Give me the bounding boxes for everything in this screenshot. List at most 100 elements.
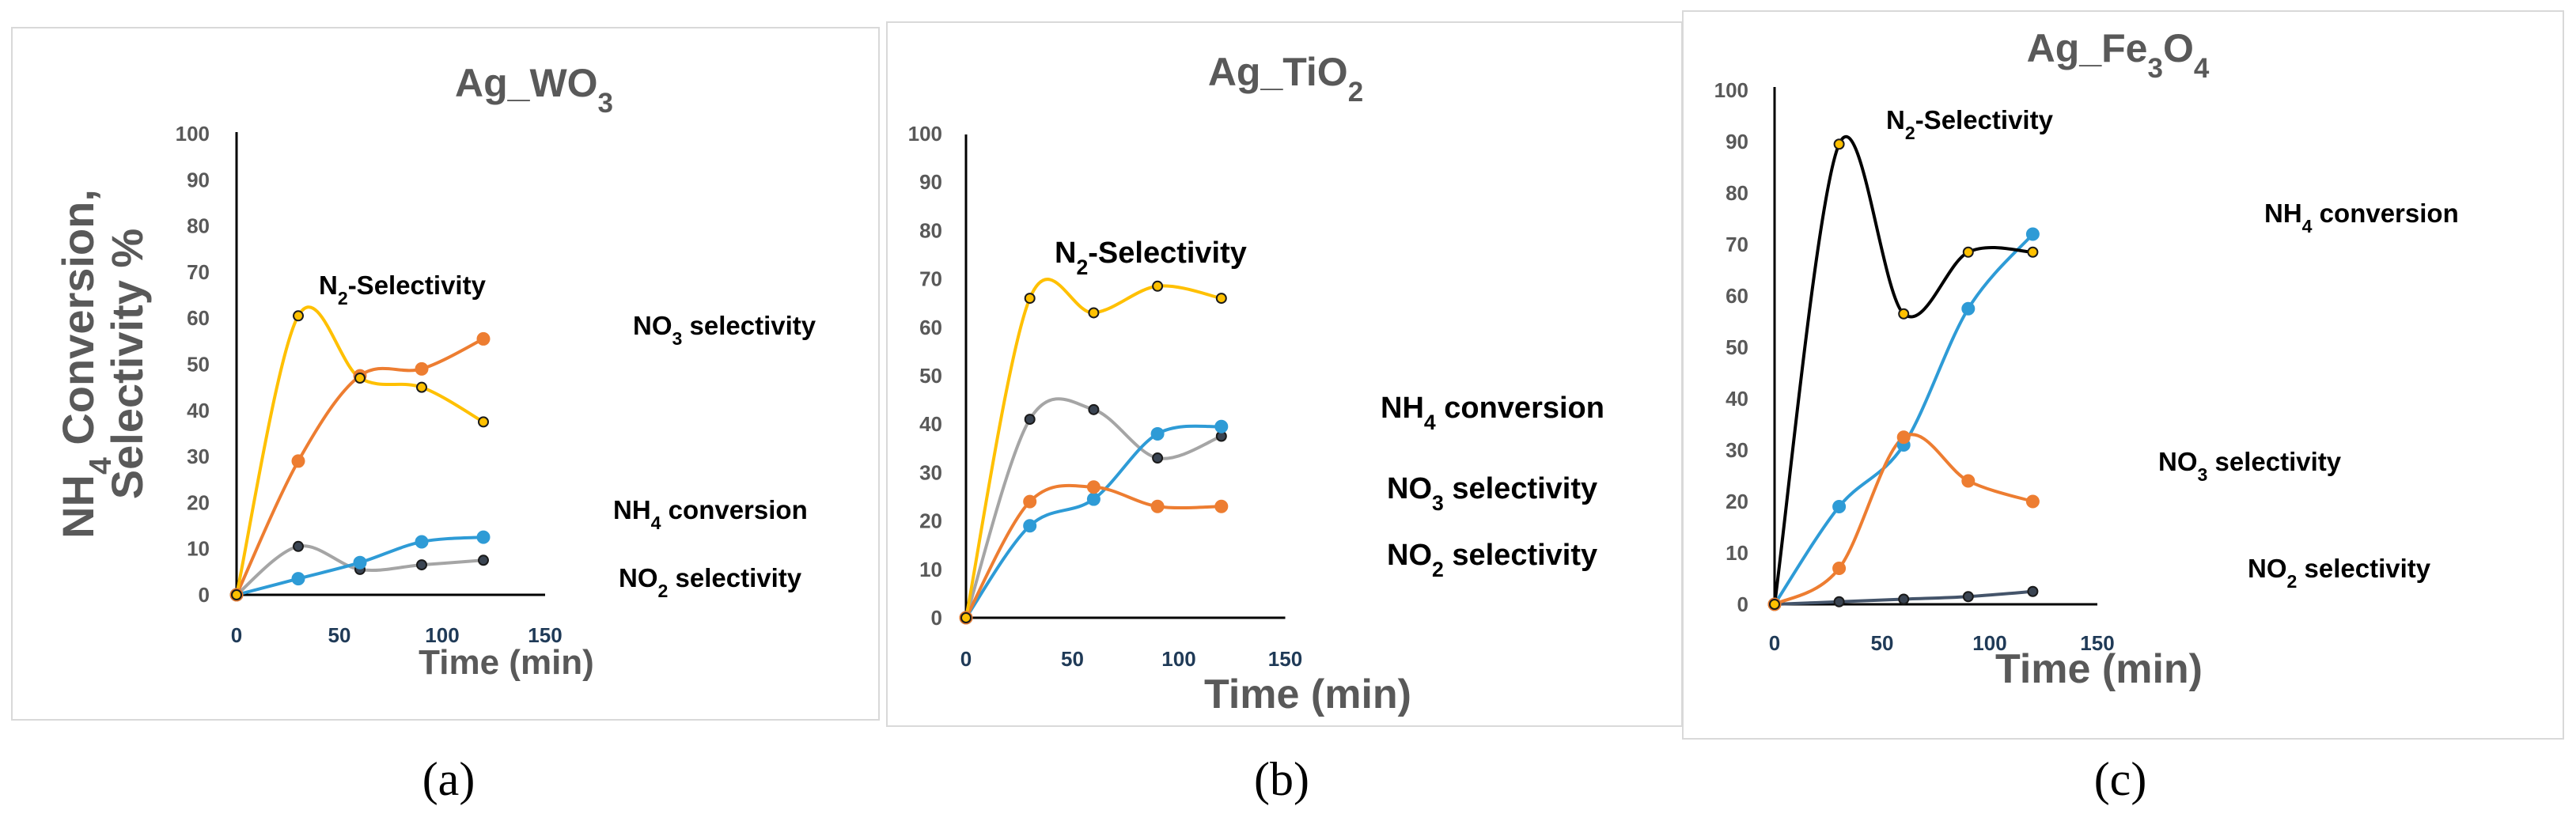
series-label-subscript: 3 [672, 328, 683, 349]
series-label-subscript: 2 [1076, 255, 1088, 279]
data-point-no3 [1961, 474, 1976, 488]
data-point-n2 [1024, 293, 1036, 305]
x-tick-label: 150 [528, 623, 562, 647]
series-label-text: NH [2264, 199, 2302, 228]
series-label-text: selectivity [1444, 539, 1597, 572]
y-tick-label: 80 [919, 218, 942, 242]
data-point-nh4 [476, 530, 491, 544]
data-point-nh4 [1023, 519, 1037, 533]
series-label-text: N [319, 271, 338, 300]
data-point-n2 [1152, 280, 1164, 292]
series-label-text: conversion [1436, 392, 1604, 425]
data-point-nh4 [291, 572, 305, 586]
data-point-n2 [478, 416, 489, 428]
x-tick-label: 0 [231, 623, 242, 647]
panel-label: (a) [422, 753, 475, 805]
x-tick-label: 0 [1769, 631, 1780, 655]
y-tick-label: 30 [919, 460, 942, 484]
chart-frame [886, 21, 1683, 727]
series-label-text: NO [2158, 447, 2198, 476]
y-tick-label: 50 [919, 364, 942, 388]
title-subscript: 4 [2194, 53, 2210, 84]
series-label-text: selectivity [682, 311, 816, 340]
series-label-nh4: NH4 conversion [1381, 392, 1604, 434]
data-point-n2 [960, 612, 972, 623]
series-label-text: -Selectivity [348, 271, 487, 300]
y-tick-label: 10 [919, 558, 942, 581]
y-axis-title: NH4 Conversion, Selectivity % [53, 189, 152, 539]
series-label-no2: NO2 selectivity [1387, 539, 1597, 581]
data-point-n2 [231, 589, 242, 600]
x-tick-label: 0 [960, 647, 972, 671]
series-label-nh4: NH4 conversion [2264, 199, 2459, 237]
x-axis-title: Time (min) [419, 643, 594, 682]
y-tick-label: 70 [919, 267, 942, 291]
data-point-n2 [1962, 246, 1974, 258]
series-label-text: conversion [661, 495, 808, 524]
series-label-n2: N2-Selectivity [319, 271, 487, 308]
y-tick-label: 60 [1726, 284, 1748, 308]
data-point-no3 [1896, 430, 1911, 445]
series-line-no2 [964, 397, 1223, 619]
y-tick-label: 40 [187, 399, 210, 422]
y-tick-label: 60 [919, 316, 942, 339]
y-tick-label: 90 [919, 170, 942, 194]
data-point-nh4 [2025, 227, 2040, 241]
series-label-no3: NO3 selectivity [2158, 447, 2342, 485]
data-point-n2 [354, 372, 366, 384]
series-label-subscript: 2 [1432, 558, 1444, 581]
series-label-text: NO [1387, 539, 1432, 572]
series-label-no3: NO3 selectivity [1387, 472, 1597, 515]
y-tick-label: 40 [1726, 387, 1748, 411]
y-tick-label: 80 [187, 214, 210, 238]
data-point-no3 [2025, 494, 2040, 509]
y-tick-label: 20 [1726, 490, 1748, 513]
series-label-text: NH [1381, 392, 1424, 425]
series-label-subscript: 4 [651, 513, 661, 533]
data-point-no3 [1832, 562, 1847, 575]
series-label-no2: NO2 selectivity [2248, 554, 2431, 592]
panel-label: (c) [2094, 753, 2147, 805]
series-line-no3 [235, 337, 485, 596]
title-subscript: 2 [1348, 77, 1363, 108]
series-label-subscript: 2 [658, 581, 669, 601]
title-text: Ag_TiO [1208, 50, 1348, 94]
y-tick-label: 0 [931, 606, 942, 630]
y-tick-label: 30 [187, 445, 210, 468]
series-label-subscript: 3 [1432, 491, 1444, 515]
title-text: O [2163, 26, 2194, 70]
title-text: Ag_WO [455, 61, 598, 105]
y-tick-label: 60 [187, 306, 210, 330]
series-label-n2: N2-Selectivity [1886, 105, 2054, 143]
data-point-no2 [2027, 585, 2039, 597]
data-point-no2 [1088, 403, 1100, 415]
data-point-n2 [1833, 138, 1845, 150]
y-axis-title-text: Conversion, [53, 189, 103, 457]
series-label-text: N [1055, 237, 1076, 270]
x-tick-label: 50 [1871, 631, 1894, 655]
y-axis-title-line1: NH4 Conversion, [53, 189, 118, 539]
data-point-no2 [416, 559, 427, 571]
data-point-n2 [416, 381, 427, 393]
data-point-nh4 [1832, 500, 1847, 513]
panel-label: (b) [1254, 753, 1309, 805]
x-tick-label: 100 [1161, 647, 1195, 671]
series-label-n2: N2-Selectivity [1055, 237, 1247, 279]
data-point-no2 [1833, 596, 1845, 607]
y-axis-title-line2: Selectivity % [102, 229, 152, 499]
x-tick-label: 100 [425, 623, 459, 647]
chart-title: Ag_Fe3O4 [2027, 26, 2210, 84]
data-point-no3 [415, 361, 429, 376]
y-axis-title-subscript: 4 [84, 457, 118, 475]
data-point-n2 [293, 310, 304, 322]
data-point-nh4 [1961, 301, 1976, 316]
series-label-text: conversion [2313, 199, 2459, 228]
title-text: Ag_Fe [2027, 26, 2148, 70]
y-tick-label: 100 [1714, 78, 1748, 102]
data-point-no2 [293, 540, 304, 552]
data-point-n2 [1898, 308, 1910, 320]
chart-frame [1682, 10, 2564, 740]
data-point-nh4 [353, 555, 367, 570]
chart-title: Ag_WO3 [455, 61, 613, 119]
